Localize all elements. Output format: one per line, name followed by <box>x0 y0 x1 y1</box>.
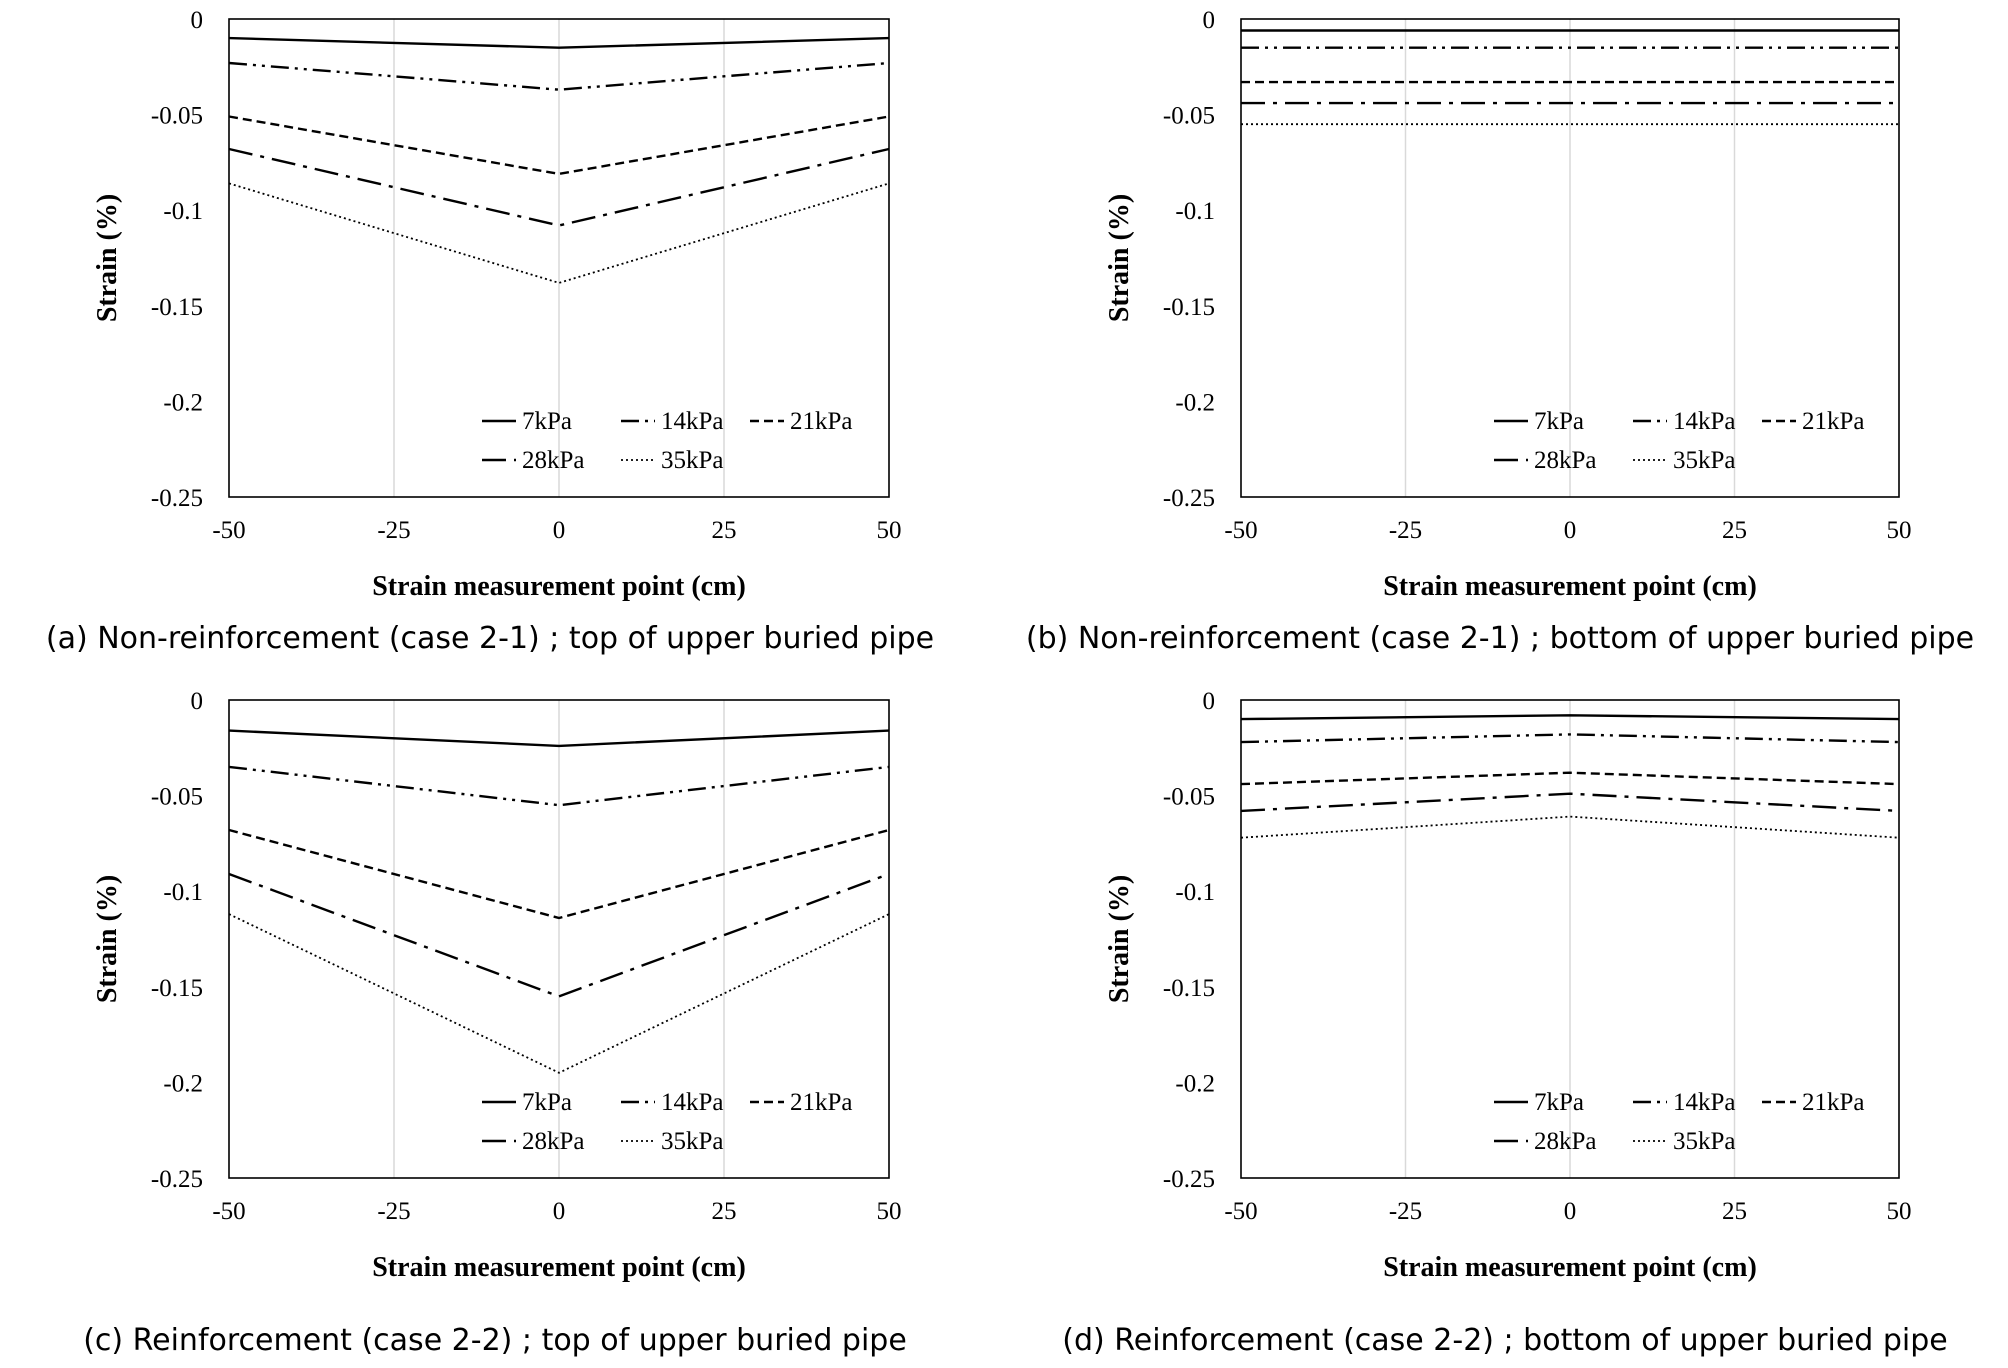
panel-caption: (a) Non-reinforcement (case 2-1) ; top o… <box>46 621 934 656</box>
y-tick-label: -0.05 <box>1163 103 1215 130</box>
series-line-14kPa <box>1240 733 1900 744</box>
y-tick-label: 0 <box>191 7 204 34</box>
y-tick-label: -0.25 <box>151 1166 203 1193</box>
legend-label: 35kPa <box>1673 447 1736 474</box>
y-tick-label: -0.1 <box>163 879 203 906</box>
y-tick-label: -0.1 <box>1175 879 1215 906</box>
legend-label: 21kPa <box>1802 408 1865 435</box>
x-tick-label: 25 <box>712 517 737 544</box>
panel-caption: (c) Reinforcement (case 2-2) ; top of up… <box>83 1323 907 1358</box>
x-axis-title: Strain measurement point (cm) <box>372 1252 746 1283</box>
y-tick-label: -0.15 <box>1163 294 1215 321</box>
legend-label: 28kPa <box>522 447 585 474</box>
series-line-14kPa <box>228 61 890 91</box>
x-tick-label: 50 <box>877 517 902 544</box>
y-tick-label: -0.15 <box>151 975 203 1002</box>
series-line-28kPa <box>228 872 890 998</box>
y-tick-label: 0 <box>1203 7 1216 34</box>
x-tick-label: -50 <box>212 517 245 544</box>
x-tick-label: 25 <box>1722 1198 1747 1225</box>
y-tick-label: -0.25 <box>1163 1166 1215 1193</box>
x-tick-label: -50 <box>1224 1198 1257 1225</box>
series-line-7kPa <box>1240 714 1900 721</box>
series-line-21kPa <box>1240 771 1900 786</box>
y-tick-label: 0 <box>1203 688 1216 715</box>
legend-label: 28kPa <box>1534 1128 1597 1155</box>
y-axis-title: Strain (%) <box>1104 875 1135 1003</box>
y-tick-label: -0.25 <box>1163 485 1215 512</box>
legend-label: 28kPa <box>1534 447 1597 474</box>
y-axis-title: Strain (%) <box>92 875 123 1003</box>
chart-panel-c: -50 -25 0 25 50 0 -0.05 -0.1 -0.15 -0.2 -0.25 7kPa 1… <box>83 688 907 1358</box>
y-tick-label: -0.2 <box>1175 1070 1215 1097</box>
x-tick-label: 50 <box>877 1198 902 1225</box>
x-tick-label: -50 <box>212 1198 245 1225</box>
plot-frame <box>1240 699 1900 1179</box>
x-tick-label: 25 <box>712 1198 737 1225</box>
legend-label: 14kPa <box>1673 1089 1736 1116</box>
x-tick-label: -25 <box>377 517 410 544</box>
legend-label: 21kPa <box>790 408 853 435</box>
legend-label: 7kPa <box>1534 1089 1584 1116</box>
legend-label: 14kPa <box>1673 408 1736 435</box>
legend-label: 28kPa <box>522 1128 585 1155</box>
legend-label: 7kPa <box>1534 408 1584 435</box>
y-tick-label: -0.1 <box>163 198 203 225</box>
y-axis-title: Strain (%) <box>92 194 123 322</box>
plot-frame <box>228 18 890 498</box>
x-tick-label: 50 <box>1887 517 1912 544</box>
legend-label: 7kPa <box>522 1089 572 1116</box>
y-tick-label: -0.25 <box>151 485 203 512</box>
y-tick-label: -0.1 <box>1175 198 1215 225</box>
x-tick-label: -25 <box>377 1198 410 1225</box>
series-line-7kPa <box>228 729 890 748</box>
legend-label: 35kPa <box>1673 1128 1736 1155</box>
panel-caption: (d) Reinforcement (case 2-2) ; bottom of… <box>1062 1323 1947 1358</box>
y-tick-label: -0.15 <box>151 294 203 321</box>
x-axis-title: Strain measurement point (cm) <box>372 571 746 602</box>
plot-frame <box>228 699 890 1179</box>
x-tick-label: 0 <box>1564 1198 1577 1225</box>
chart-panel-a: -50 -25 0 25 50 0 -0.05 -0.1 -0.15 -0.2 -0.25 7kPa 1… <box>46 7 934 656</box>
x-tick-label: -25 <box>1389 517 1422 544</box>
y-axis-title: Strain (%) <box>1104 194 1135 322</box>
series-line-35kPa <box>228 913 890 1074</box>
x-tick-label: 0 <box>1564 517 1577 544</box>
series-line-28kPa <box>1240 792 1900 813</box>
x-axis-title: Strain measurement point (cm) <box>1383 1252 1757 1283</box>
x-tick-label: 0 <box>553 517 566 544</box>
y-tick-label: -0.2 <box>163 389 203 416</box>
series-line-21kPa <box>228 828 890 920</box>
legend-label: 14kPa <box>661 1089 724 1116</box>
y-tick-label: -0.2 <box>1175 389 1215 416</box>
y-tick-label: -0.15 <box>1163 975 1215 1002</box>
legend-label: 35kPa <box>661 447 724 474</box>
y-tick-label: -0.05 <box>151 103 203 130</box>
series-line-7kPa <box>228 36 890 49</box>
x-tick-label: -50 <box>1224 517 1257 544</box>
panel-caption: (b) Non-reinforcement (case 2-1) ; botto… <box>1026 621 1974 656</box>
plot-frame <box>1240 18 1900 498</box>
legend-label: 21kPa <box>790 1089 853 1116</box>
y-tick-label: -0.05 <box>151 784 203 811</box>
chart-panel-b: -50 -25 0 25 50 0 -0.05 -0.1 -0.15 -0.2 -0.25 7kPa 1… <box>1026 7 1974 656</box>
legend-label: 7kPa <box>522 408 572 435</box>
y-tick-label: -0.2 <box>163 1070 203 1097</box>
series-line-14kPa <box>228 765 890 807</box>
x-tick-label: 25 <box>1722 517 1747 544</box>
x-tick-label: 0 <box>553 1198 566 1225</box>
x-tick-label: -25 <box>1389 1198 1422 1225</box>
legend-label: 35kPa <box>661 1128 724 1155</box>
legend-label: 14kPa <box>661 408 724 435</box>
legend-label: 21kPa <box>1802 1089 1865 1116</box>
y-tick-label: -0.05 <box>1163 784 1215 811</box>
x-tick-label: 50 <box>1887 1198 1912 1225</box>
x-axis-title: Strain measurement point (cm) <box>1383 571 1757 602</box>
chart-panel-d: -50 -25 0 25 50 0 -0.05 -0.1 -0.15 -0.2 -0.25 7kPa 1… <box>1062 688 1947 1358</box>
y-tick-label: 0 <box>191 688 204 715</box>
